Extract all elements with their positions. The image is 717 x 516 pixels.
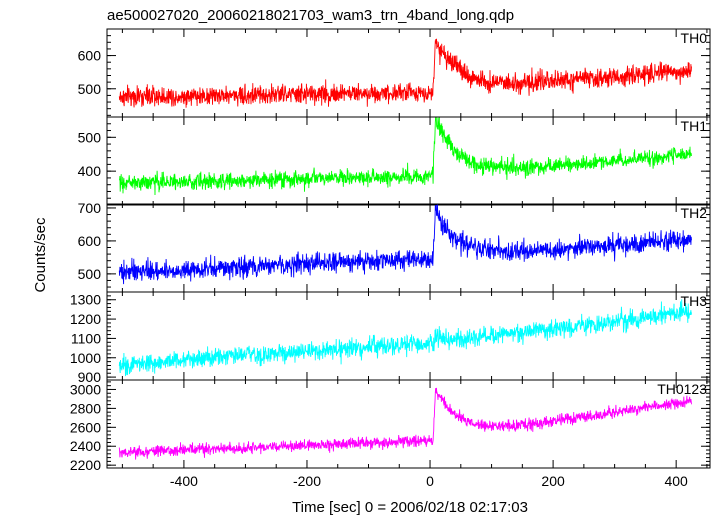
- y-tick-label: 600: [78, 233, 102, 249]
- y-tick-label: 400: [78, 163, 102, 179]
- panel-label: TH1: [681, 118, 708, 134]
- panel-label: TH3: [681, 293, 708, 309]
- series-line-th1: [118, 117, 692, 196]
- panel-th2: 500 600 700 TH2: [78, 200, 711, 293]
- series-line-th2: [118, 204, 692, 285]
- y-axis-label: Counts/sec: [32, 217, 49, 293]
- panel-th0123: 2200 2400 2600 2800 3000 TH0123: [70, 379, 711, 473]
- y-tick-label: 2400: [70, 438, 101, 454]
- y-tick-label: 1000: [70, 350, 101, 366]
- y-tick-label: 2200: [70, 457, 101, 473]
- panels-group: 500 600 TH0 400 500 TH1 500 600 700 TH2 900 1000 110…: [70, 28, 711, 489]
- x-tick-label: -400: [170, 473, 198, 489]
- y-tick-label: 2800: [70, 400, 101, 416]
- panel-frame: [106, 116, 711, 206]
- y-tick-label: 500: [78, 81, 102, 97]
- panel-th1: 400 500 TH1: [78, 116, 711, 206]
- y-tick-label: 1300: [70, 292, 101, 308]
- series-line-th3: [118, 299, 692, 377]
- x-tick-label: 0: [426, 473, 434, 489]
- y-tick-label: 900: [78, 369, 102, 385]
- y-tick-label: 1200: [70, 311, 101, 327]
- x-tick-label: 200: [541, 473, 565, 489]
- panel-label: TH0: [681, 30, 708, 46]
- panel-th3: 900 1000 1100 1200 1300 TH3: [70, 291, 711, 385]
- panel-label: TH2: [681, 205, 708, 221]
- series-line-th0123: [118, 387, 692, 460]
- panel-frame: [106, 291, 711, 381]
- y-tick-label: 2600: [70, 419, 101, 435]
- y-tick-label: 600: [78, 48, 102, 64]
- panel-frame: [106, 379, 711, 469]
- panel-th0: 500 600 TH0: [78, 28, 711, 118]
- y-tick-label: 3000: [70, 381, 101, 397]
- y-tick-label: 1100: [71, 330, 101, 346]
- series-line-th0: [118, 38, 692, 108]
- y-tick-label: 700: [78, 200, 102, 216]
- y-tick-label: 500: [78, 129, 102, 145]
- x-axis-label: Time [sec] 0 = 2006/02/18 02:17:03: [292, 499, 528, 516]
- chart-title: ae500027020_20060218021703_wam3_trn_4ban…: [107, 7, 514, 24]
- x-tick-label: 400: [664, 473, 688, 489]
- x-tick-label: -200: [293, 473, 321, 489]
- panel-label: TH0123: [657, 381, 707, 397]
- y-tick-label: 500: [78, 266, 102, 282]
